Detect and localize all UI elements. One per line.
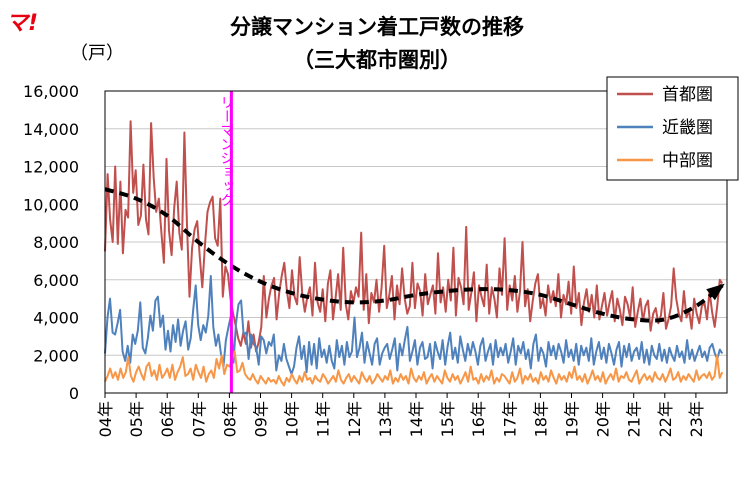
y-tick-label: 16,000 [23, 82, 79, 101]
plot-border [104, 90, 728, 394]
x-tick-label: 21年 [625, 401, 644, 437]
x-tick-label: 20年 [594, 401, 613, 437]
series-lines [104, 120, 724, 387]
legend-label: 近畿圏 [662, 118, 713, 138]
chart-subtitle: （三大都市圏別） [293, 48, 461, 72]
x-tick-label: 11年 [314, 401, 333, 437]
x-tick-label: 14年 [407, 401, 426, 437]
x-tick-label: 22年 [656, 401, 675, 437]
trend-line [104, 187, 725, 323]
y-tick-label: 10,000 [23, 195, 79, 214]
site-logo: マ! [4, 4, 38, 36]
y-axis-ticks: 0 2,000 4,000 6,000 8,000 10,000 12,000 14,000 1… [23, 82, 79, 403]
x-tick-label: 18年 [531, 401, 550, 437]
y-tick-label: 6,000 [33, 271, 79, 290]
y-axis-unit-label: （戸） [70, 43, 124, 64]
chart-title: 分譲マンション着工戸数の推移 [230, 15, 524, 39]
x-axis-ticks: 04年 05年 06年 07年 08年 09年 10年 11年 12年 13年 14年 15年 16年 1… [96, 393, 706, 437]
x-tick-label: 23年 [687, 401, 706, 437]
x-tick-label: 13年 [376, 401, 395, 437]
trend-arrowhead [706, 283, 725, 301]
logo-text: マ! [6, 11, 38, 36]
x-tick-label: 17年 [500, 401, 519, 437]
x-tick-label: 15年 [438, 401, 457, 437]
y-tick-label: 12,000 [23, 158, 79, 177]
y-tick-label: 4,000 [33, 309, 79, 328]
y-tick-label: 2,000 [33, 346, 79, 365]
x-tick-label: 09年 [252, 401, 271, 437]
x-tick-label: 06年 [158, 401, 177, 437]
series-line-近畿圏 [104, 275, 724, 376]
series-line-首都圏 [104, 120, 724, 353]
annotation: リーマンショック [218, 91, 234, 393]
x-tick-label: 19年 [563, 401, 582, 437]
legend-label: 中部圏 [662, 151, 713, 171]
x-tick-label: 07年 [189, 401, 208, 437]
x-tick-label: 16年 [469, 401, 488, 437]
y-tick-label: 0 [69, 384, 79, 403]
legend-label: 首都圏 [662, 85, 713, 105]
x-tick-label: 05年 [127, 401, 146, 437]
y-tick-label: 14,000 [23, 120, 79, 139]
annotation-label: リーマンショック [218, 95, 234, 207]
series-line-中部圏 [104, 350, 724, 387]
trend-curve [104, 187, 724, 323]
x-tick-label: 12年 [345, 401, 364, 437]
y-tick-label: 8,000 [33, 233, 79, 252]
x-tick-label: 04年 [96, 401, 115, 437]
x-tick-label: 08年 [220, 401, 239, 437]
x-tick-label: 10年 [283, 401, 302, 437]
